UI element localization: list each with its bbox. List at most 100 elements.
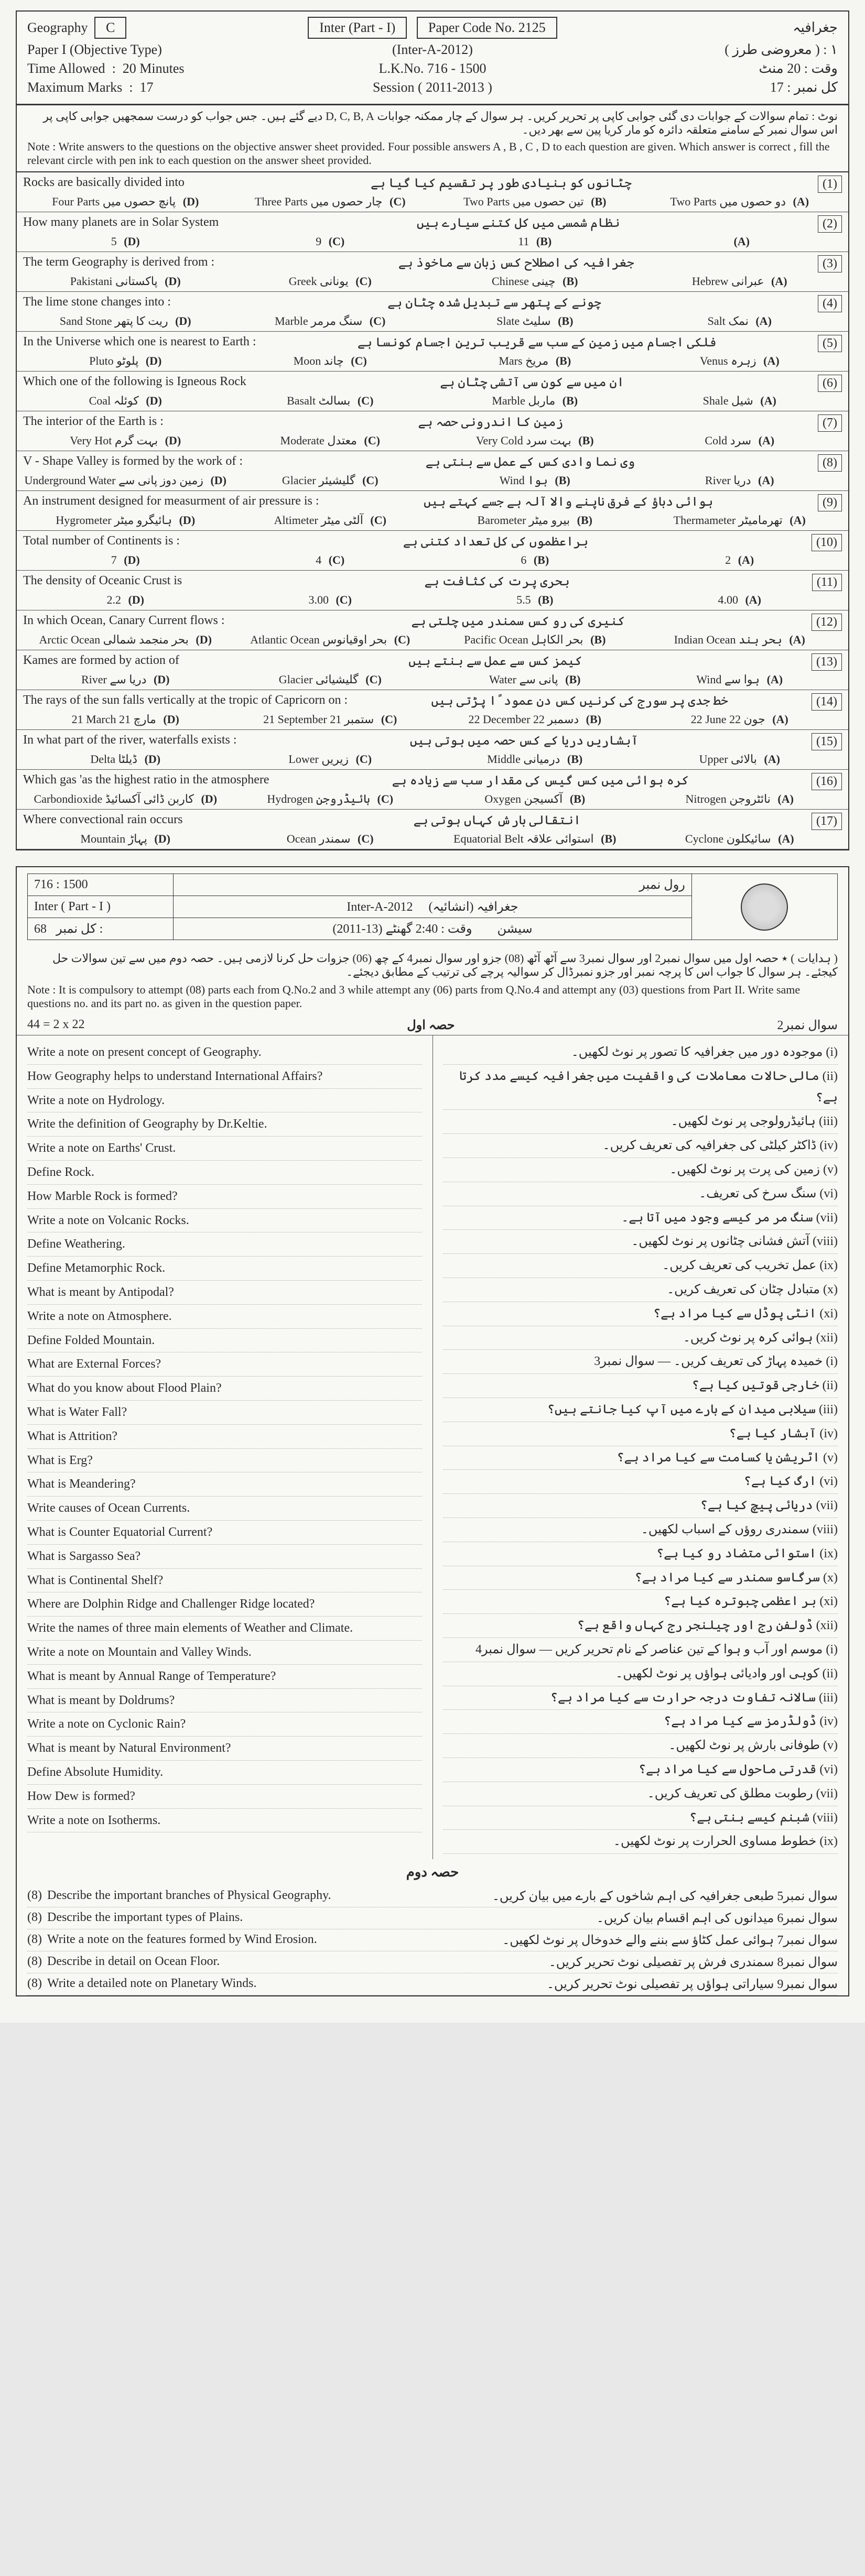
option[interactable]: Upper بالائی (A) — [637, 752, 842, 766]
option[interactable]: Equatorial Belt استوائی علاقہ (B) — [433, 832, 637, 846]
opt-ur: دریا — [733, 474, 751, 487]
option[interactable]: Sand Stone ریت کا پتھر (D) — [23, 314, 228, 328]
option[interactable]: Four Parts پانچ حصوں میں (D) — [23, 195, 228, 209]
option[interactable]: Lower زیریں (C) — [228, 752, 433, 766]
option[interactable]: Mountain پہاڑ (D) — [23, 832, 228, 846]
option[interactable]: 7 (D) — [23, 553, 228, 567]
option[interactable]: Water پانی سے (B) — [433, 673, 637, 686]
option[interactable]: Barometer بیرو میٹر (B) — [433, 514, 637, 527]
question-row: The term Geography is derived from :جغرا… — [17, 252, 848, 292]
roll-cell: 716 : 1500 — [28, 874, 174, 896]
option[interactable]: Mars مریخ (B) — [433, 354, 637, 368]
option[interactable]: Moderate معتدل (C) — [228, 434, 433, 447]
option[interactable]: Thermameter تھرمامیٹر (A) — [637, 514, 842, 527]
option[interactable]: Cold سرد (A) — [637, 434, 842, 447]
option[interactable]: Shale شیل (A) — [637, 394, 842, 408]
option[interactable]: Slate سلیٹ (B) — [433, 314, 637, 328]
option[interactable]: Delta ڈیلٹا (D) — [23, 752, 228, 766]
option[interactable]: 22 June 22 جون (A) — [637, 713, 842, 726]
opt-letter: (A) — [771, 275, 787, 288]
option[interactable]: Hydrogen ہائیڈروجن (C) — [228, 792, 433, 806]
option[interactable]: Glacier گلیشیائی (C) — [228, 673, 433, 686]
option[interactable]: Moon چاند (C) — [228, 354, 433, 368]
option[interactable]: 11 (B) — [433, 235, 637, 248]
option[interactable]: Pacific Ocean بحر الکاہل (B) — [433, 633, 637, 647]
option[interactable]: Two Parts تین حصوں میں (B) — [433, 195, 637, 209]
option[interactable]: Pluto پلوٹو (D) — [23, 354, 228, 368]
option[interactable]: Atlantic Ocean بحر اوقیانوس (C) — [228, 633, 433, 647]
option[interactable]: Very Hot بہت گرم (D) — [23, 434, 228, 447]
opt-letter: (A) — [758, 474, 774, 487]
option[interactable]: 9 (C) — [228, 235, 433, 248]
option[interactable]: Arctic Ocean بحر منجمد شمالی (D) — [23, 633, 228, 647]
q-text-en: How many planets are in Solar System — [23, 215, 219, 233]
option[interactable]: Nitrogen نائٹروجن (A) — [637, 792, 842, 806]
option[interactable]: 2.2 (D) — [23, 593, 228, 607]
opt-letter: (D) — [210, 474, 226, 487]
option[interactable]: Middle درمیانی (B) — [433, 752, 637, 766]
option[interactable]: Coal کوئلہ (D) — [23, 394, 228, 408]
option[interactable]: 2 (A) — [637, 553, 842, 567]
marks: (8) — [27, 1955, 42, 1968]
option[interactable]: 5.5 (B) — [433, 593, 637, 607]
short-q-ur: (vi) سنگ سرخ کی تعریف۔ — [444, 1182, 838, 1206]
option[interactable]: Pakistani پاکستانی (D) — [23, 275, 228, 288]
option[interactable]: Chinese چینی (B) — [433, 275, 637, 288]
short-q-en: Write the names of three main elements o… — [27, 1617, 422, 1641]
option[interactable]: Wind ہوا سے (A) — [637, 673, 842, 686]
option[interactable]: Hygrometer ہائیگرو میٹر (D) — [23, 514, 228, 527]
option[interactable]: Indian Ocean بحر ہند (A) — [637, 633, 842, 647]
opt-en: Altimeter — [274, 514, 318, 527]
paper-type: Paper I (Objective Type) — [27, 42, 297, 58]
option[interactable]: River دریا سے (D) — [23, 673, 228, 686]
option[interactable]: 21 March 21 مارچ (D) — [23, 713, 228, 726]
option[interactable]: Wind ہوا (B) — [433, 474, 637, 487]
option[interactable]: 3.00 (C) — [228, 593, 433, 607]
option[interactable]: Venus زہرہ (A) — [637, 354, 842, 368]
option[interactable]: 4 (C) — [228, 553, 433, 567]
opt-ur: دو حصوں میں — [719, 195, 786, 208]
option[interactable]: River دریا (A) — [637, 474, 842, 487]
option[interactable]: 22 December 22 دسمبر (B) — [433, 713, 637, 726]
opt-ur: کوئلہ — [114, 394, 139, 407]
option[interactable]: (A) — [637, 235, 842, 248]
option[interactable]: Very Cold بہت سرد (B) — [433, 434, 637, 447]
short-q-ur: (xi) انٹی پوڈل سے کیا مراد ہے؟ — [444, 1302, 838, 1326]
inter-part: Inter (Part - I) — [308, 17, 407, 39]
option[interactable]: 21 September 21 ستمبر (C) — [228, 713, 433, 726]
option[interactable]: Carbondioxide کاربن ڈائی آکسائیڈ (D) — [23, 792, 228, 806]
option[interactable]: 5 (D) — [23, 235, 228, 248]
urdu-subject: جغرافیہ — [568, 20, 838, 36]
option[interactable]: Hebrew عبرانی (A) — [637, 275, 842, 288]
option[interactable]: Underground Water زمین دوز پانی سے (D) — [23, 474, 228, 487]
option[interactable]: Three Parts چار حصوں میں (C) — [228, 195, 433, 209]
opt-letter: (C) — [329, 235, 345, 248]
option[interactable]: Basalt بسالٹ (C) — [228, 394, 433, 408]
question-row: How many planets are in Solar Systemنظام… — [17, 212, 848, 252]
option[interactable]: Greek یونانی (C) — [228, 275, 433, 288]
q-text-ur: خط جدی پر سورج کی کرنیں کس دن عمود ًا پڑ… — [431, 693, 728, 711]
opt-letter: (A) — [790, 514, 806, 527]
opt-en: Venus — [700, 354, 728, 367]
opt-en: Very Cold — [476, 434, 523, 447]
q-text-en: In what part of the river, waterfalls ex… — [23, 733, 237, 750]
option[interactable]: Two Parts دو حصوں میں (A) — [637, 195, 842, 209]
option[interactable]: Altimeter آلٹی میٹر (C) — [228, 514, 433, 527]
opt-ur: یونانی — [320, 275, 349, 288]
option[interactable]: Marble سنگ مرمر (C) — [228, 314, 433, 328]
option[interactable]: Glacier گلیشیئر (C) — [228, 474, 433, 487]
option[interactable]: Salt نمک (A) — [637, 314, 842, 328]
option[interactable]: Cyclone سائیکلون (A) — [637, 832, 842, 846]
option[interactable]: 6 (B) — [433, 553, 637, 567]
option[interactable]: 4.00 (A) — [637, 593, 842, 607]
opt-letter: (A) — [760, 394, 776, 407]
option[interactable]: Ocean سمندر (C) — [228, 832, 433, 846]
opt-letter: (B) — [591, 195, 606, 208]
option[interactable]: Oxygen آکسیجن (B) — [433, 792, 637, 806]
short-q-en: Define Folded Mountain. — [27, 1329, 422, 1353]
option[interactable]: Marble ماربل (B) — [433, 394, 637, 408]
long-q-row: (8)Describe in detail on Ocean Floor.سوا… — [27, 1951, 838, 1973]
short-q-en: Write a note on Hydrology. — [27, 1089, 422, 1113]
opt-ur: پلوٹو — [116, 354, 138, 367]
opt-letter: (B) — [536, 235, 552, 248]
